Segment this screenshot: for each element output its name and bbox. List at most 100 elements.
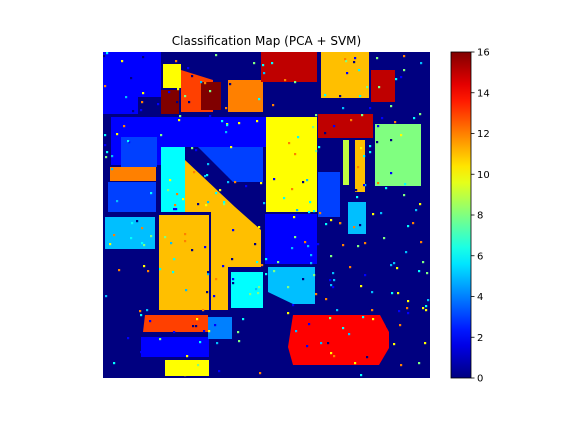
class-region-8 bbox=[375, 124, 421, 186]
speckle-pixel bbox=[297, 136, 300, 139]
speckle-pixel bbox=[397, 292, 400, 295]
speckle-pixel bbox=[393, 262, 396, 265]
speckle-pixel bbox=[176, 101, 179, 104]
speckle-pixel bbox=[226, 124, 229, 127]
speckle-pixel bbox=[366, 356, 369, 359]
speckle-pixel bbox=[325, 298, 328, 301]
speckle-pixel bbox=[354, 57, 357, 60]
speckle-pixel bbox=[393, 343, 396, 346]
speckle-pixel bbox=[172, 271, 175, 274]
speckle-pixel bbox=[404, 183, 407, 186]
speckle-pixel bbox=[327, 342, 330, 345]
speckle-pixel bbox=[376, 57, 379, 60]
speckle-pixel bbox=[127, 140, 130, 143]
speckle-pixel bbox=[425, 305, 428, 308]
speckle-pixel bbox=[349, 266, 352, 269]
speckle-pixel bbox=[254, 243, 257, 246]
chart-title: Classification Map (PCA + SVM) bbox=[171, 34, 362, 48]
speckle-pixel bbox=[225, 131, 228, 134]
speckle-pixel bbox=[296, 209, 299, 212]
speckle-pixel bbox=[191, 249, 194, 252]
speckle-pixel bbox=[350, 119, 353, 122]
speckle-pixel bbox=[294, 236, 297, 239]
speckle-pixel bbox=[182, 163, 185, 166]
class-region-2 bbox=[156, 117, 266, 147]
colorbar-tick-label: 0 bbox=[477, 374, 483, 385]
speckle-pixel bbox=[302, 181, 305, 184]
speckle-pixel bbox=[249, 293, 252, 296]
speckle-pixel bbox=[136, 220, 139, 223]
speckle-pixel bbox=[320, 342, 323, 345]
speckle-pixel bbox=[426, 272, 429, 275]
speckle-pixel bbox=[231, 258, 234, 261]
speckle-pixel bbox=[202, 309, 205, 312]
class-region-9 bbox=[343, 140, 349, 185]
speckle-pixel bbox=[258, 226, 261, 229]
speckle-pixel bbox=[418, 362, 421, 365]
speckle-pixel bbox=[263, 72, 266, 75]
speckle-pixel bbox=[414, 255, 417, 258]
speckle-pixel bbox=[292, 304, 295, 307]
speckle-pixel bbox=[140, 351, 143, 354]
speckle-pixel bbox=[238, 340, 241, 343]
speckle-pixel bbox=[332, 272, 335, 275]
speckle-pixel bbox=[364, 274, 367, 277]
speckle-pixel bbox=[409, 191, 412, 194]
speckle-pixel bbox=[403, 69, 406, 72]
speckle-pixel bbox=[146, 309, 149, 312]
class-region-16 bbox=[161, 90, 179, 114]
speckle-pixel bbox=[191, 147, 194, 150]
speckle-pixel bbox=[219, 189, 222, 192]
speckle-pixel bbox=[218, 370, 221, 373]
speckle-pixel bbox=[225, 107, 228, 110]
speckle-pixel bbox=[185, 289, 188, 292]
speckle-pixel bbox=[339, 95, 342, 98]
speckle-pixel bbox=[308, 211, 311, 214]
class-region-15 bbox=[261, 52, 317, 82]
speckle-pixel bbox=[208, 330, 211, 333]
speckle-pixel bbox=[198, 361, 201, 364]
speckle-pixel bbox=[131, 354, 134, 357]
speckle-pixel bbox=[324, 132, 327, 135]
speckle-pixel bbox=[147, 270, 150, 273]
speckle-pixel bbox=[245, 185, 248, 188]
speckle-pixel bbox=[376, 141, 379, 144]
speckle-pixel bbox=[380, 212, 383, 215]
colorbar-tick-label: 16 bbox=[477, 48, 490, 59]
speckle-pixel bbox=[187, 67, 190, 70]
colorbar-tick-label: 8 bbox=[477, 211, 483, 222]
speckle-pixel bbox=[407, 225, 410, 228]
speckle-pixel bbox=[174, 204, 177, 207]
speckle-pixel bbox=[216, 342, 219, 345]
speckle-pixel bbox=[116, 133, 119, 136]
speckle-pixel bbox=[222, 265, 225, 268]
speckle-pixel bbox=[207, 271, 210, 274]
speckle-pixel bbox=[200, 81, 203, 84]
speckle-pixel bbox=[273, 270, 276, 273]
speckle-pixel bbox=[333, 125, 336, 128]
speckle-pixel bbox=[294, 81, 297, 84]
speckle-pixel bbox=[318, 146, 321, 149]
speckle-pixel bbox=[287, 286, 290, 289]
speckle-pixel bbox=[271, 62, 274, 65]
speckle-pixel bbox=[260, 348, 263, 351]
speckle-pixel bbox=[237, 331, 240, 334]
speckle-pixel bbox=[199, 341, 202, 344]
speckle-pixel bbox=[353, 226, 356, 229]
class-region-14 bbox=[288, 315, 389, 365]
speckle-pixel bbox=[103, 55, 106, 58]
speckle-pixel bbox=[378, 86, 381, 89]
speckle-pixel bbox=[310, 262, 313, 265]
speckle-pixel bbox=[230, 146, 233, 149]
speckle-pixel bbox=[369, 107, 372, 110]
speckle-pixel bbox=[360, 374, 363, 377]
speckle-pixel bbox=[261, 264, 264, 267]
class-region-10 bbox=[163, 64, 181, 88]
class-region-2 bbox=[265, 214, 317, 264]
speckle-pixel bbox=[369, 145, 372, 148]
speckle-pixel bbox=[330, 352, 333, 355]
speckle-pixel bbox=[186, 355, 189, 358]
class-region-3 bbox=[318, 172, 340, 217]
colorbar-gradient bbox=[450, 51, 472, 379]
